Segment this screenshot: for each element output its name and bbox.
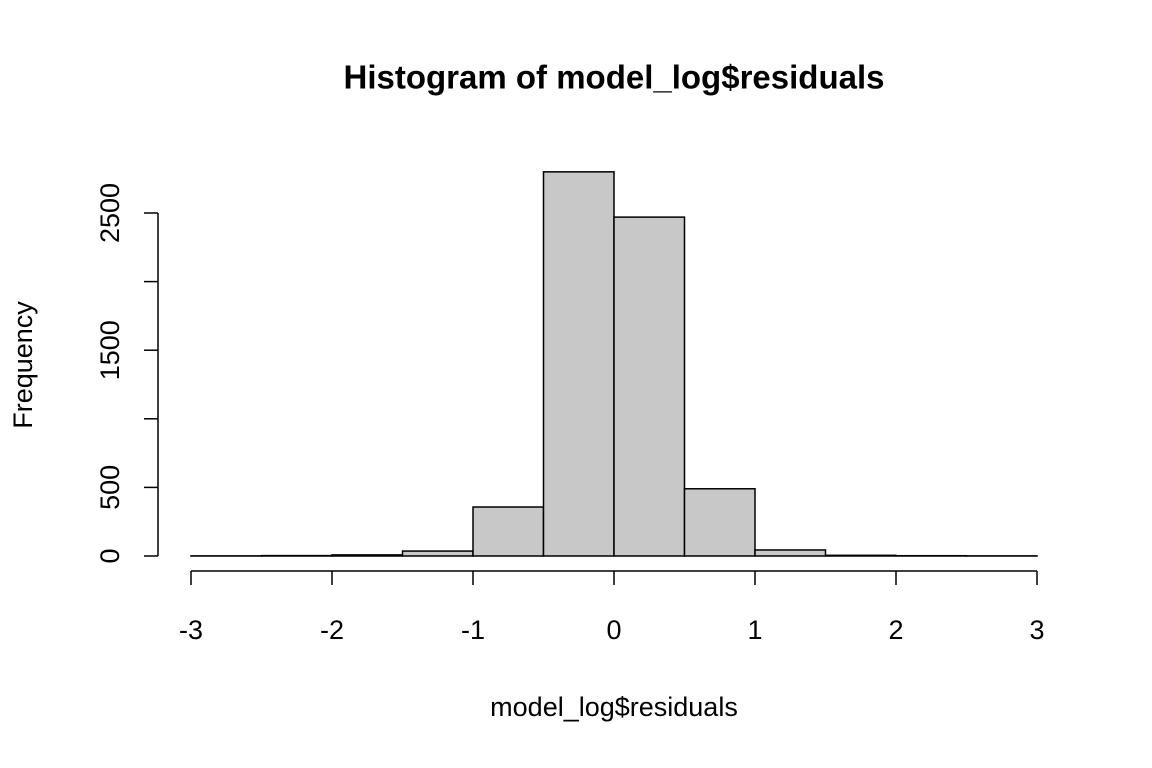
- bar: [754, 549, 827, 557]
- y-tick-label: 2500: [95, 183, 125, 243]
- x-tick-label: -2: [320, 615, 344, 645]
- bar: [824, 554, 897, 557]
- bar: [613, 216, 686, 557]
- bar: [331, 554, 404, 557]
- y-tick-label: 1500: [95, 320, 125, 380]
- x-tick-label: 3: [1029, 615, 1044, 645]
- x-tick-label: -3: [179, 615, 203, 645]
- x-tick-label: 0: [606, 615, 621, 645]
- x-tick-label: 2: [888, 615, 903, 645]
- y-tick-label: 500: [95, 465, 125, 510]
- bar: [401, 550, 474, 557]
- bar: [542, 171, 615, 557]
- y-tick-label: 0: [95, 548, 125, 563]
- x-axis-label: model_log$residuals: [490, 692, 738, 722]
- x-tick-label: 1: [747, 615, 762, 645]
- x-tick-label: -1: [461, 615, 485, 645]
- bar: [472, 506, 545, 557]
- chart-title: Histogram of model_log$residuals: [344, 59, 885, 96]
- bar: [683, 488, 756, 557]
- y-axis-label: Frequency: [8, 301, 38, 429]
